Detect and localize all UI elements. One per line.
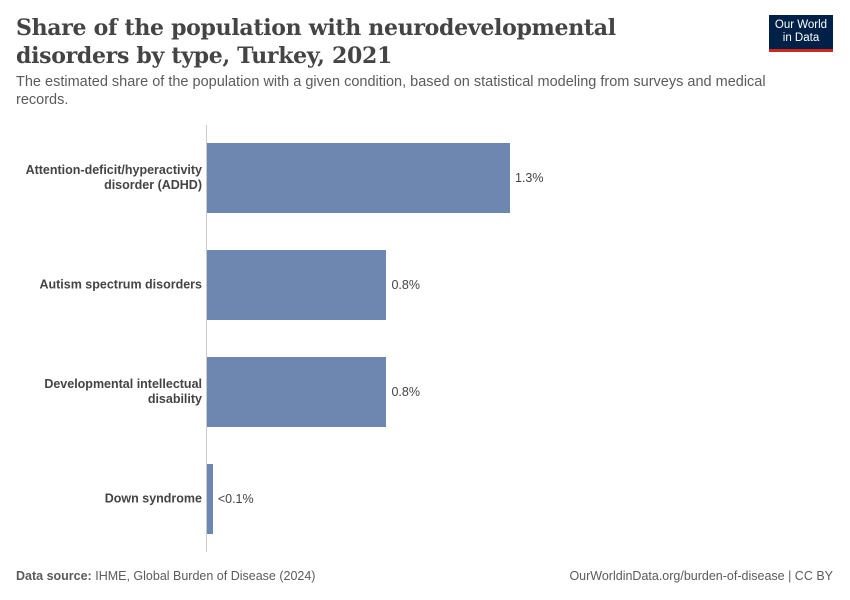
category-label: Attention-deficit/hyperactivity disorder… (25, 163, 202, 193)
logo[interactable]: Our World in Data (769, 15, 833, 52)
source: Data source: IHME, Global Burden of Dise… (16, 569, 315, 583)
value-label: 0.8% (391, 278, 420, 293)
bar (207, 356, 387, 427)
value-label: 0.8% (391, 384, 420, 399)
category-label: Autism spectrum disorders (39, 277, 202, 292)
bar (207, 463, 213, 534)
source-url[interactable]: OurWorldinData.org/burden-of-disease | C… (569, 569, 833, 583)
chart-title: Share of the population with neurodevelo… (16, 15, 616, 69)
value-label: <0.1% (217, 491, 254, 506)
category-label: Developmental intellectual disability (44, 376, 202, 406)
bar (207, 250, 387, 321)
source-label: Data source: (16, 569, 92, 583)
chart-subtitle: The estimated share of the population wi… (16, 74, 766, 108)
bar (207, 143, 510, 214)
category-label: Down syndrome (104, 491, 202, 506)
source-text: IHME, Global Burden of Disease (2024) (95, 569, 316, 583)
axis-line (206, 125, 207, 552)
value-label: 1.3% (515, 171, 544, 186)
